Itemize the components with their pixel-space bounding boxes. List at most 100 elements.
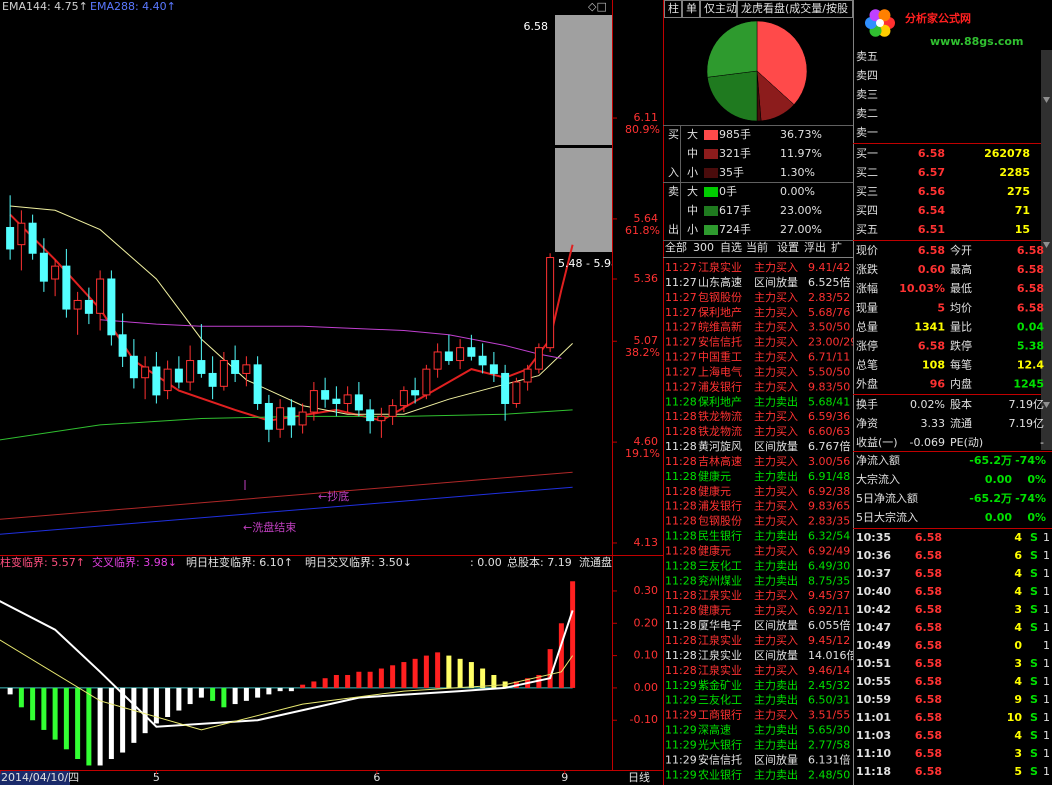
- bid-price: 6.58: [918, 147, 945, 160]
- histogram-bar: [311, 681, 317, 688]
- candle-body: [73, 299, 82, 310]
- trade-type: 主力买入: [754, 589, 798, 602]
- tick-price: 6.58: [915, 729, 942, 742]
- trade-info: 6.92/49: [808, 544, 850, 557]
- indicator-legend: 交叉临界: 3.98↓: [92, 555, 177, 569]
- tick-side: S: [1030, 657, 1038, 670]
- trade-time: 11:28: [665, 485, 697, 498]
- histogram-bar: [401, 662, 407, 688]
- trade-time: 11:28: [665, 604, 697, 617]
- scrollbar[interactable]: [1041, 50, 1052, 450]
- quote-value: 5: [937, 301, 945, 314]
- finance-label: 换手: [856, 397, 878, 411]
- trade-info: 5.68/76: [808, 306, 850, 319]
- candle-body: [163, 368, 172, 392]
- bid-volume: 275: [1007, 185, 1030, 198]
- pie-slice: [756, 20, 808, 105]
- tick-price: 6.58: [915, 531, 942, 544]
- trade-stock: 光大银行: [698, 737, 742, 751]
- candle-body: [456, 347, 465, 362]
- tick-time: 11:03: [856, 729, 891, 742]
- side-label: 入: [668, 166, 679, 179]
- candle-body: [388, 405, 397, 417]
- trade-time: 11:29: [665, 768, 697, 781]
- trade-time: 11:27: [665, 351, 697, 364]
- tick-time: 10:42: [856, 603, 891, 616]
- list-tab: 当前: [746, 240, 768, 254]
- x-tick-label: 6: [373, 771, 380, 784]
- candle-body: [399, 390, 408, 407]
- trade-time: 11:27: [665, 365, 697, 378]
- quote-value: 0.04: [1017, 320, 1044, 333]
- trade-info: 8.75/35: [808, 574, 850, 587]
- window-icons: ◇□: [588, 0, 607, 13]
- level-label: 80.9%: [625, 123, 660, 136]
- candle-body: [467, 347, 476, 357]
- histogram-bar: [322, 678, 328, 688]
- tab[interactable]: [737, 0, 853, 18]
- tick-side: S: [1030, 765, 1038, 778]
- ask-label: 卖三: [856, 88, 878, 101]
- histogram-bar: [41, 687, 47, 730]
- list-tab: 浮出: [804, 240, 826, 254]
- tab[interactable]: [664, 0, 682, 18]
- histogram-bar: [221, 687, 227, 708]
- bid-label: 买一: [856, 147, 878, 160]
- indicator-legend: 流通盘: [579, 555, 612, 569]
- tick-price: 6.58: [915, 765, 942, 778]
- quote-label: 均价: [950, 301, 972, 314]
- tick-time: 10:40: [856, 585, 891, 598]
- histogram-bar: [547, 649, 553, 688]
- candle-body: [242, 364, 251, 374]
- annotation: 5.48 - 5.98: [558, 257, 618, 270]
- quote-label: 跌停: [950, 339, 972, 353]
- histogram-bar: [7, 687, 13, 695]
- trade-info: 9.45/37: [808, 589, 850, 602]
- candle-body: [489, 364, 498, 374]
- histogram-bar: [480, 668, 486, 688]
- tick-volume: 4: [1014, 729, 1022, 742]
- candle-body: [433, 351, 442, 370]
- scroll-arrow[interactable]: [1043, 242, 1050, 248]
- indicator-line: [10, 205, 573, 415]
- trade-time: 11:28: [665, 619, 697, 632]
- trade-stock: 包钢股份: [698, 291, 742, 304]
- tick-time: 10:49: [856, 639, 891, 652]
- candle-body: [354, 394, 363, 411]
- histogram-bar: [153, 687, 159, 724]
- trade-info: 6.32/54: [808, 530, 850, 543]
- trade-info: 6.50/31: [808, 694, 850, 707]
- tab[interactable]: [682, 0, 700, 18]
- candle-body: [366, 409, 375, 422]
- scroll-arrow[interactable]: [1043, 402, 1050, 408]
- tick-count: 1: [1043, 621, 1050, 634]
- tick-volume: 3: [1014, 603, 1022, 616]
- trade-time: 11:28: [665, 574, 697, 587]
- candle-body: [197, 360, 206, 374]
- trade-stock: 包钢股份: [698, 515, 742, 528]
- trade-info: 9.83/50: [808, 380, 850, 393]
- trade-time: 11:28: [665, 425, 697, 438]
- tick-count: 1: [1043, 747, 1050, 760]
- candle-body: [96, 278, 105, 314]
- quote-value: 12.4: [1017, 359, 1044, 372]
- tick-volume: 10: [1007, 711, 1023, 724]
- legend-swatch: [704, 130, 718, 140]
- tick-side: S: [1030, 711, 1038, 724]
- indicator-legend: 总股本: 7.19: [507, 555, 572, 569]
- quote-label: 最高: [950, 262, 972, 276]
- tab[interactable]: [700, 0, 737, 18]
- scroll-arrow[interactable]: [1043, 97, 1050, 103]
- x-tick-label: 5: [153, 771, 160, 784]
- volume: 724手: [719, 222, 751, 236]
- trade-type: 主力买入: [754, 336, 798, 349]
- flow-percent: 0%: [1027, 473, 1046, 486]
- bid-volume: 262078: [984, 147, 1030, 160]
- trade-type: 主力买入: [754, 261, 798, 274]
- trade-type: 主力卖出: [754, 767, 798, 781]
- indicator-line: [0, 471, 573, 520]
- trade-info: 6.49/30: [808, 559, 850, 572]
- trade-type: 主力买入: [754, 410, 798, 423]
